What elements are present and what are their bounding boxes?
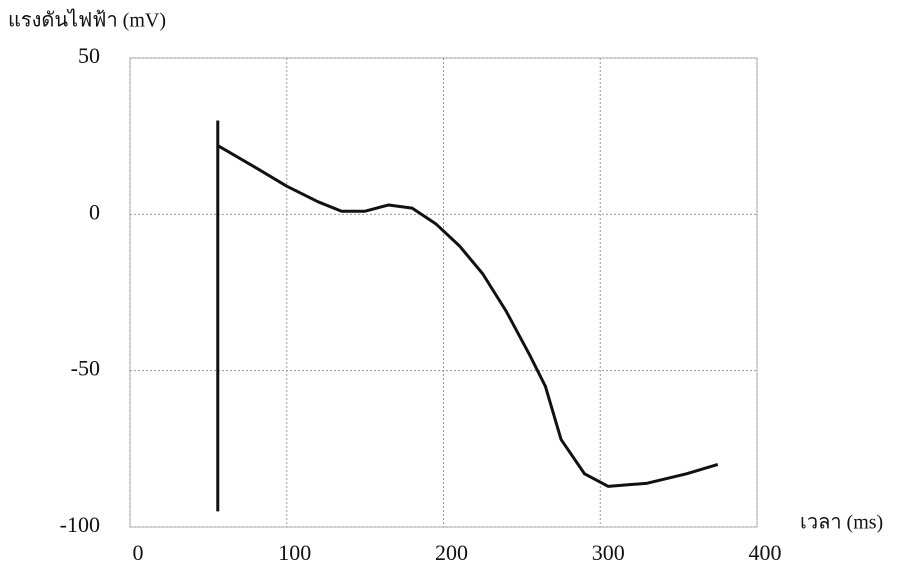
- y-tick-label: -50: [71, 356, 100, 381]
- y-tick-label: -100: [60, 512, 100, 537]
- line: [218, 146, 718, 487]
- x-tick-label: 0: [133, 540, 144, 565]
- plot-frame: [130, 58, 757, 527]
- y-tick-label: 0: [89, 199, 100, 224]
- chart: แรงดันไฟฟ้า (mV) เวลา (ms) -100 -50 0 50 0 10…: [0, 0, 905, 570]
- x-tick-label: 300: [592, 540, 625, 565]
- y-tick-label: 50: [78, 43, 100, 68]
- x-tick-label: 400: [749, 540, 782, 565]
- x-axis-label: เวลา (ms): [800, 512, 883, 534]
- x-tick-label: 100: [278, 540, 311, 565]
- y-axis-label: แรงดันไฟฟ้า (mV): [8, 9, 166, 32]
- x-tick-label: 200: [435, 540, 468, 565]
